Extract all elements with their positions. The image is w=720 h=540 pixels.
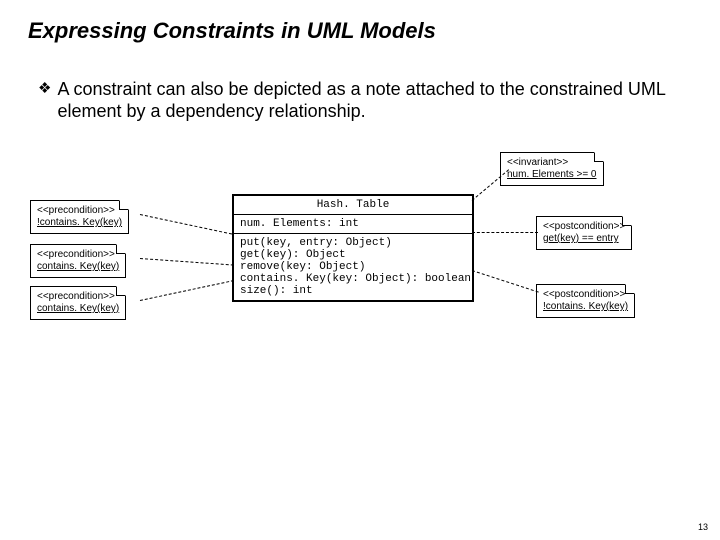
note-fold-icon	[116, 286, 126, 296]
bullet-row: ❖ A constraint can also be depicted as a…	[38, 78, 682, 122]
uml-class-box: Hash. Table num. Elements: int put(key, …	[232, 194, 474, 302]
stereotype-label: <<invariant>>	[507, 157, 597, 169]
bullet-text: A constraint can also be depicted as a n…	[57, 78, 682, 122]
note-postcondition-2: <<postcondition>> !contains. Key(key)	[536, 284, 635, 318]
dependency-line	[140, 258, 234, 266]
dependency-line	[472, 270, 539, 293]
constraint-expr: !contains. Key(key)	[37, 217, 122, 229]
note-fold-icon	[116, 244, 126, 254]
uml-attributes: num. Elements: int	[234, 215, 472, 234]
constraint-expr: !contains. Key(key)	[543, 301, 628, 313]
note-invariant: <<invariant>> num. Elements >= 0	[500, 152, 604, 186]
note-precondition-1: <<precondition>> !contains. Key(key)	[30, 200, 129, 234]
note-fold-icon	[622, 216, 632, 226]
note-fold-icon	[625, 284, 635, 294]
stereotype-label: <<postcondition>>	[543, 289, 628, 301]
uml-class-name: Hash. Table	[234, 196, 472, 215]
note-fold-icon	[594, 152, 604, 162]
uml-operations: put(key, entry: Object) get(key): Object…	[234, 234, 472, 300]
stereotype-label: <<postcondition>>	[543, 221, 625, 233]
page-number: 13	[698, 522, 708, 532]
constraint-expr: contains. Key(key)	[37, 303, 119, 315]
constraint-expr: get(key) == entry	[543, 233, 625, 245]
dependency-line	[140, 214, 232, 235]
dependency-line	[472, 232, 538, 233]
slide-title: Expressing Constraints in UML Models	[28, 18, 436, 44]
note-precondition-3: <<precondition>> contains. Key(key)	[30, 286, 126, 320]
dependency-line	[140, 280, 234, 301]
stereotype-label: <<precondition>>	[37, 205, 122, 217]
stereotype-label: <<precondition>>	[37, 291, 119, 303]
stereotype-label: <<precondition>>	[37, 249, 119, 261]
diamond-bullet-icon: ❖	[38, 78, 51, 100]
note-fold-icon	[119, 200, 129, 210]
note-postcondition-1: <<postcondition>> get(key) == entry	[536, 216, 632, 250]
constraint-expr: num. Elements >= 0	[507, 169, 597, 181]
note-precondition-2: <<precondition>> contains. Key(key)	[30, 244, 126, 278]
constraint-expr: contains. Key(key)	[37, 261, 119, 273]
